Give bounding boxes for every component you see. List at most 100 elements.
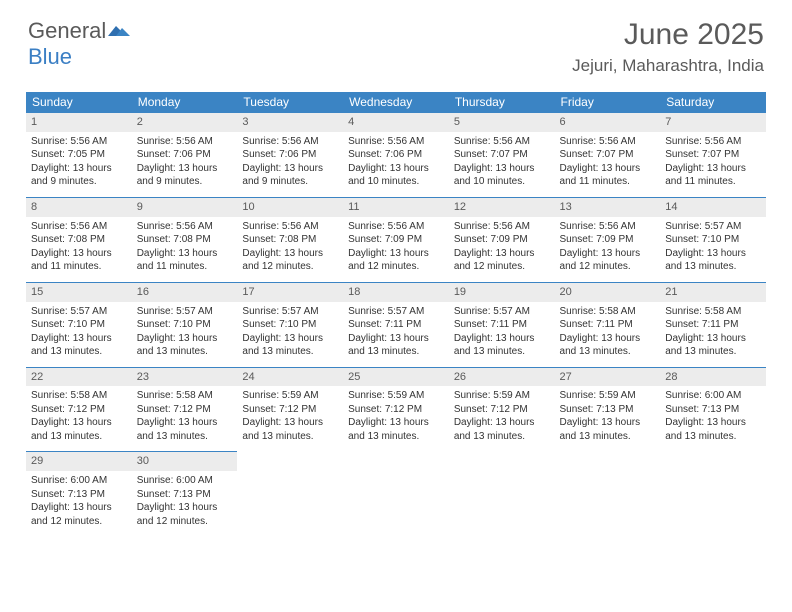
day-details: Sunrise: 5:58 AMSunset: 7:12 PMDaylight:… (26, 386, 132, 451)
sunset-label: Sunset: (242, 149, 276, 160)
sunset-value: 7:09 PM (491, 234, 528, 245)
sunrise-label: Sunrise: (454, 306, 491, 317)
daylight-label: Daylight: (31, 163, 70, 174)
sunset-label: Sunset: (665, 234, 699, 245)
sunrise-value: 6:00 AM (70, 475, 107, 486)
sunset-label: Sunset: (137, 404, 171, 415)
day-details: Sunrise: 5:56 AMSunset: 7:07 PMDaylight:… (449, 132, 555, 197)
weekday-header: Thursday (449, 92, 555, 112)
calendar-cell: 6Sunrise: 5:56 AMSunset: 7:07 PMDaylight… (555, 112, 661, 197)
calendar-head: Sunday Monday Tuesday Wednesday Thursday… (26, 92, 766, 112)
sunset-label: Sunset: (348, 319, 382, 330)
day-details: Sunrise: 6:00 AMSunset: 7:13 PMDaylight:… (26, 471, 132, 536)
sunset-value: 7:08 PM (68, 234, 105, 245)
calendar-cell (343, 451, 449, 536)
sunrise-value: 5:57 AM (176, 306, 213, 317)
calendar-cell: 30Sunrise: 6:00 AMSunset: 7:13 PMDayligh… (132, 451, 238, 536)
sunrise-value: 5:56 AM (176, 136, 213, 147)
day-details: Sunrise: 5:56 AMSunset: 7:09 PMDaylight:… (343, 217, 449, 282)
sunrise-value: 5:57 AM (705, 221, 742, 232)
daylight-label: Daylight: (665, 248, 704, 259)
sunrise-label: Sunrise: (454, 136, 491, 147)
calendar-cell: 5Sunrise: 5:56 AMSunset: 7:07 PMDaylight… (449, 112, 555, 197)
sunrise-label: Sunrise: (137, 306, 174, 317)
sunrise-value: 5:56 AM (176, 221, 213, 232)
sunrise-value: 5:56 AM (282, 136, 319, 147)
sunset-value: 7:12 PM (173, 404, 210, 415)
sunset-value: 7:06 PM (385, 149, 422, 160)
day-number: 10 (237, 197, 343, 217)
sunrise-value: 5:56 AM (388, 136, 425, 147)
sunset-label: Sunset: (348, 234, 382, 245)
day-number: 2 (132, 112, 238, 132)
sunrise-value: 5:56 AM (599, 221, 636, 232)
sunrise-label: Sunrise: (560, 221, 597, 232)
sunrise-label: Sunrise: (665, 136, 702, 147)
sunrise-label: Sunrise: (242, 136, 279, 147)
day-details: Sunrise: 5:57 AMSunset: 7:10 PMDaylight:… (26, 302, 132, 367)
sunrise-label: Sunrise: (454, 221, 491, 232)
weekday-header: Saturday (660, 92, 766, 112)
sunrise-value: 5:57 AM (70, 306, 107, 317)
daylight-label: Daylight: (31, 333, 70, 344)
day-details: Sunrise: 5:56 AMSunset: 7:09 PMDaylight:… (555, 217, 661, 282)
sunrise-label: Sunrise: (137, 475, 174, 486)
day-number: 14 (660, 197, 766, 217)
daylight-label: Daylight: (348, 163, 387, 174)
calendar-cell: 27Sunrise: 5:59 AMSunset: 7:13 PMDayligh… (555, 367, 661, 452)
day-details: Sunrise: 5:59 AMSunset: 7:13 PMDaylight:… (555, 386, 661, 451)
sunset-value: 7:11 PM (702, 319, 739, 330)
sunset-label: Sunset: (454, 234, 488, 245)
weekday-header: Wednesday (343, 92, 449, 112)
daylight-label: Daylight: (137, 333, 176, 344)
sunrise-value: 5:59 AM (282, 390, 319, 401)
daylight-label: Daylight: (31, 248, 70, 259)
brand-part1: General (28, 18, 106, 44)
calendar-cell (449, 451, 555, 536)
calendar-cell (237, 451, 343, 536)
day-details: Sunrise: 5:56 AMSunset: 7:06 PMDaylight:… (343, 132, 449, 197)
daylight-label: Daylight: (454, 248, 493, 259)
day-number: 18 (343, 282, 449, 302)
sunrise-label: Sunrise: (454, 390, 491, 401)
day-details: Sunrise: 5:57 AMSunset: 7:10 PMDaylight:… (132, 302, 238, 367)
daylight-label: Daylight: (242, 417, 281, 428)
day-details: Sunrise: 5:58 AMSunset: 7:11 PMDaylight:… (660, 302, 766, 367)
daylight-label: Daylight: (242, 163, 281, 174)
calendar-cell (660, 451, 766, 536)
day-details: Sunrise: 5:57 AMSunset: 7:10 PMDaylight:… (237, 302, 343, 367)
daylight-label: Daylight: (137, 417, 176, 428)
calendar-cell: 22Sunrise: 5:58 AMSunset: 7:12 PMDayligh… (26, 367, 132, 452)
sunset-value: 7:07 PM (596, 149, 633, 160)
daylight-label: Daylight: (560, 333, 599, 344)
weekday-header: Tuesday (237, 92, 343, 112)
day-details: Sunrise: 5:56 AM Sunset: 7:06 PM Daylight:… (237, 132, 343, 197)
day-number: 22 (26, 367, 132, 387)
daylight-label: Daylight: (348, 333, 387, 344)
sunset-label: Sunset: (31, 319, 65, 330)
day-details: Sunrise: 5:56 AMSunset: 7:08 PMDaylight:… (237, 217, 343, 282)
daylight-label: Daylight: (560, 417, 599, 428)
sunset-label: Sunset: (560, 404, 594, 415)
sunrise-label: Sunrise: (137, 390, 174, 401)
sunrise-value: 5:57 AM (493, 306, 530, 317)
sunset-value: 7:06 PM (279, 149, 316, 160)
sunset-label: Sunset: (348, 149, 382, 160)
sunrise-label: Sunrise: (31, 306, 68, 317)
daylight-label: Daylight: (242, 248, 281, 259)
day-details: Sunrise: 5:56 AMSunset: 7:08 PMDaylight:… (132, 217, 238, 282)
sunset-value: 7:05 PM (68, 149, 105, 160)
sunrise-value: 5:56 AM (493, 136, 530, 147)
calendar-week-row: 22Sunrise: 5:58 AMSunset: 7:12 PMDayligh… (26, 367, 766, 452)
sunrise-value: 5:57 AM (282, 306, 319, 317)
calendar-cell: 25Sunrise: 5:59 AMSunset: 7:12 PMDayligh… (343, 367, 449, 452)
sunset-value: 7:10 PM (279, 319, 316, 330)
daylight-label: Daylight: (31, 502, 70, 513)
sunrise-label: Sunrise: (348, 221, 385, 232)
daylight-label: Daylight: (665, 417, 704, 428)
day-number: 12 (449, 197, 555, 217)
sunset-label: Sunset: (665, 319, 699, 330)
day-details: Sunrise: 5:57 AMSunset: 7:10 PMDaylight:… (660, 217, 766, 282)
sunset-label: Sunset: (242, 319, 276, 330)
sunrise-label: Sunrise: (137, 136, 174, 147)
